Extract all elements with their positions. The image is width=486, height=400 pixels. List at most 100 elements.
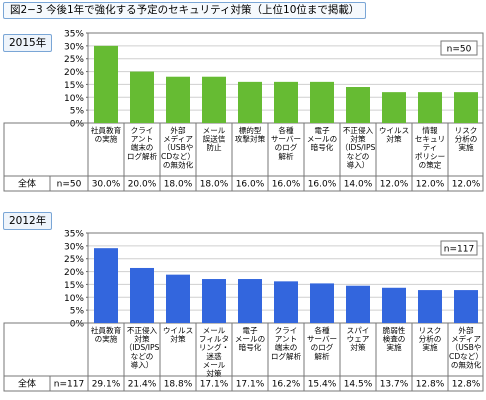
y-tick-label: 30%: [64, 242, 84, 252]
category-label: 社員教育: [91, 325, 122, 335]
row-sample-size: n=50: [57, 180, 82, 190]
category-label: （IDS/IPS: [125, 343, 160, 352]
row-label: 全体: [18, 178, 36, 190]
category-label: 不正侵入: [343, 125, 374, 135]
category-label: 社員教育: [91, 125, 122, 135]
category-label: ウェア: [347, 335, 370, 344]
category-label: 情報: [422, 125, 438, 135]
y-tick-label: 5%: [70, 307, 85, 317]
data-label: 20.0%: [128, 180, 157, 190]
category-label: 脆弱性: [383, 325, 406, 335]
category-label: の無効化: [451, 359, 482, 369]
panel-year-label-2012: 2012年: [3, 212, 53, 230]
category-label: 各種: [314, 325, 330, 335]
category-label: 実施: [386, 342, 402, 352]
category-label: ウイルス: [163, 326, 193, 335]
category-label: メール: [203, 326, 226, 335]
y-tick-label: 25%: [64, 255, 84, 265]
category-label: などの: [347, 152, 370, 161]
y-tick-label: 0%: [70, 120, 85, 130]
category-label: 外部: [170, 125, 186, 135]
category-label: メール: [203, 126, 226, 135]
category-label: 攻撃対策: [235, 134, 266, 144]
category-label: メディア: [451, 334, 481, 344]
category-label: クライ: [131, 126, 154, 135]
bar: [166, 274, 190, 323]
sample-size-box: [440, 40, 478, 56]
category-label: の実施: [95, 334, 118, 344]
category-label: CDなど）: [449, 352, 483, 361]
category-label: リスク: [455, 126, 478, 135]
data-label: 12.0%: [452, 180, 481, 190]
category-label: 解析: [278, 151, 294, 161]
bar: [274, 281, 298, 323]
category-label: 暗号化: [239, 342, 262, 352]
category-label: 不正侵入: [127, 325, 158, 335]
data-label: 21.4%: [128, 380, 157, 390]
data-label: 17.1%: [236, 380, 265, 390]
category-label: リング・: [199, 342, 229, 352]
bar: [382, 287, 406, 323]
category-label: のログ: [311, 342, 334, 352]
y-tick-label: 30%: [64, 42, 84, 52]
category-label: 導入）: [347, 159, 370, 169]
category-label: の策定: [419, 159, 442, 169]
category-label: 対策: [350, 134, 366, 144]
data-label: 12.0%: [380, 180, 409, 190]
category-label: 端末の: [275, 342, 298, 352]
category-label: ポリシー: [415, 152, 445, 161]
category-label: （USBや: [451, 343, 482, 352]
bar: [346, 285, 370, 323]
y-tick-label: 5%: [70, 107, 85, 117]
category-label: ウイルス: [379, 126, 409, 135]
bar: [130, 71, 154, 123]
category-label: （USBや: [163, 143, 194, 152]
category-label: サーバー: [307, 335, 337, 344]
category-label: （IDS/IPS: [341, 143, 376, 152]
category-label: 対策: [134, 334, 150, 344]
data-label: 16.0%: [236, 180, 265, 190]
y-tick-label: 15%: [64, 81, 84, 91]
data-label: 15.4%: [308, 380, 337, 390]
category-label: クライ: [275, 326, 298, 335]
data-label: 12.0%: [416, 180, 445, 190]
category-label: 導入）: [131, 359, 154, 369]
category-label: 実施: [422, 342, 438, 352]
category-label: 防止: [206, 142, 222, 152]
category-label: 外部: [458, 325, 474, 335]
data-label: 12.8%: [416, 380, 445, 390]
category-label: 対策: [206, 368, 222, 378]
data-label: 30.0%: [92, 180, 121, 190]
category-label: 電子: [242, 326, 258, 335]
category-label: のログ: [275, 142, 298, 152]
bar: [130, 267, 154, 323]
chart-panel-2012: 0% 5% 10% 15% 20% 25% 30% 35% n=117 全体 n=117 社員教育 の実…: [0, 220, 486, 400]
category-label: セキュリ: [415, 135, 445, 144]
category-label: 検査の: [383, 334, 406, 344]
category-label: などの: [131, 352, 154, 361]
category-label: 暗号化: [311, 142, 334, 152]
category-label: 対策: [350, 342, 366, 352]
data-label: 16.0%: [272, 180, 301, 190]
data-label: 17.1%: [200, 380, 229, 390]
category-label: メディア: [163, 134, 193, 144]
category-label: CDなど）: [161, 152, 195, 161]
category-label: アント: [131, 135, 153, 144]
y-tick-label: 20%: [64, 268, 84, 278]
y-tick-label: 15%: [64, 281, 84, 291]
category-label: リスク: [419, 326, 442, 335]
sample-size-box: [440, 240, 478, 256]
sample-size-label: n=50: [447, 45, 472, 55]
bar: [346, 87, 370, 123]
bar: [238, 81, 262, 123]
data-label: 16.0%: [308, 180, 337, 190]
bar-chart-2012: 0% 5% 10% 15% 20% 25% 30% 35% n=117 全体 n=117 社員教育の実…: [3, 230, 484, 392]
panel-year-label-2015: 2015年: [3, 34, 53, 52]
category-label: メールの: [307, 135, 337, 144]
row-sample-size: n=117: [54, 380, 84, 390]
y-tick-label: 35%: [64, 30, 84, 40]
category-label: 誤送信: [203, 134, 226, 144]
bar: [202, 76, 226, 123]
y-tick-label: 10%: [64, 94, 84, 104]
category-label: フィルタ: [199, 335, 229, 344]
